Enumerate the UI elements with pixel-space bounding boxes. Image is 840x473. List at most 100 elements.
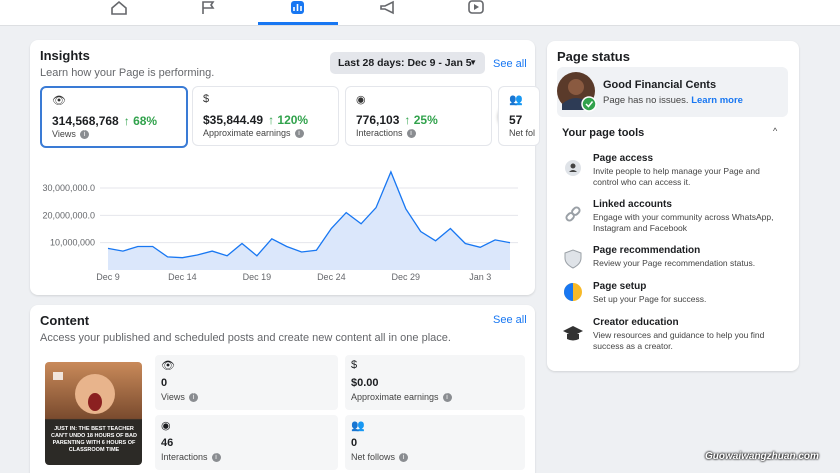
info-icon: i [294,129,304,139]
metric-change: ↑ 120% [268,113,309,127]
stat-icon: $ [351,359,358,371]
metric-icon: 👥 [509,94,523,106]
metric-label-row: Interactions i [356,128,416,139]
stat-value: 46 [161,437,174,449]
date-range-dropdown[interactable]: Last 28 days: Dec 9 - Jan 5 ▼ [330,52,485,74]
metric-label-row: Views i [52,129,89,140]
info-icon: i [211,453,221,463]
line [107,170,511,259]
metric-label: Approximate earnings [203,128,291,138]
x-tick-label: Dec 9 [96,272,120,282]
metric-card[interactable]: 👁 314,568,768 ↑ 68% Views i [40,86,188,148]
active-tab-indicator [258,22,338,25]
stat-box: ◉ 46 Interactions i [155,415,338,470]
y-tick-label: 20,000,000.0 [42,210,95,220]
metric-label: Net fol [509,128,536,138]
metric-label: Interactions [356,128,403,138]
tool-title[interactable]: Page recommendation [593,245,701,256]
top-nav [0,0,840,26]
x-tick-label: Jan 3 [469,272,491,282]
post-thumbnail[interactable]: JUST IN: THE BEST TEACHER CAN'T UNDO 18 … [45,362,142,465]
metric-icon: ◉ [356,94,366,106]
metric-label: Views [52,129,76,139]
stat-icon: 👁 [161,360,175,372]
tool-description: Set up your Page for success. [593,294,707,304]
metric-change: ↑ 25% [404,113,438,127]
y-tick-label: 30,000,000.0 [42,183,95,193]
metric-value: 776,103 [356,113,400,127]
video-tab[interactable] [468,0,484,14]
insights-subtitle: Learn how your Page is performing. [40,67,215,79]
insights-title: Insights [40,48,90,63]
content-title: Content [40,313,90,328]
info-icon: i [188,393,198,403]
video-icon [474,4,479,10]
tool-description: Engage with your community across WhatsA… [593,212,774,233]
metric-card[interactable]: $ $35,844.49 ↑ 120% Approximate earnings i [192,86,339,146]
date-range: Last 28 days: Dec 9 - Jan 5 [338,57,472,69]
metric-label-row: Approximate earnings i [203,128,304,139]
metric-card[interactable]: ◉ 776,103 ↑ 25% Interactions i [345,86,492,146]
collapse-chevron[interactable]: ^ [773,126,778,136]
tool-description: View resources and guidance to help you … [593,330,765,351]
stat-box: 👥 0 Net follows i [345,415,525,470]
megaphone-tab[interactable] [380,0,394,15]
content-subtitle: Access your published and scheduled post… [40,332,451,344]
content-see-all[interactable]: See all [493,314,527,326]
stat-label-row: Approximate earnings i [351,392,452,403]
y-tick-label: 10,000,000 [50,238,95,248]
stat-box: $ $0.00 Approximate earnings i [345,355,525,410]
stat-value: 0 [161,377,168,389]
stat-label: Views [161,392,185,402]
metric-value: $35,844.49 [203,113,264,127]
watermark: Guowaiwangzhuan.com [705,451,819,462]
dropdown-caret: ▼ [469,58,477,67]
metric-value-row: 776,103 ↑ 25% [356,113,438,127]
tool-description: Invite people to help manage your Page a… [593,166,760,187]
insights-see-all[interactable]: See all [493,58,527,70]
home-tab[interactable] [111,0,127,15]
metric-value-row: 57 [509,113,522,127]
stat-label: Approximate earnings [351,392,439,402]
info-icon: i [406,129,416,139]
status-line: Page has no issues. Learn more [603,95,743,106]
metric-icon: 👁 [52,95,66,107]
metric-value: 57 [509,113,523,127]
tool-title[interactable]: Page access [593,153,654,164]
x-tick-label: Dec 29 [392,272,421,282]
page-status-title: Page status [557,49,630,64]
info-icon: i [79,130,89,140]
thumbnail-text: JUST IN: THE BEST TEACHER CAN'T UNDO 18 … [51,426,137,453]
tool-description: Review your Page recommendation status. [593,258,756,268]
learn-more[interactable]: Learn more [691,95,743,106]
insights-chart: 10,000,000 20,000,000.0 30,000,000.0 Dec 9 D… [42,170,518,282]
tool-icons [563,160,583,341]
stat-icon: 👥 [351,420,365,432]
metric-card[interactable]: 👥 57 Net fol [498,86,540,146]
stat-label: Interactions [161,452,208,462]
x-tick-label: Dec 24 [317,272,346,282]
stat-label: Net follows [351,452,396,462]
flag-tab[interactable] [202,1,215,14]
stat-value: $0.00 [351,377,379,389]
stat-icon: ◉ [161,420,171,432]
metric-label-row: Net fol [509,128,535,138]
tools-title: Your page tools [562,127,645,139]
tool-title[interactable]: Creator education [593,317,679,328]
avatar [557,72,597,112]
tool-title[interactable]: Linked accounts [593,199,672,210]
info-icon: i [399,453,409,463]
metric-change: ↑ 68% [123,114,158,128]
x-tick-label: Dec 19 [243,272,272,282]
insights-icon [293,4,302,11]
profile-box [557,67,788,117]
info-icon: i [442,393,452,403]
metric-value-row: $35,844.49 ↑ 120% [203,113,308,127]
page-name: Good Financial Cents [603,79,717,91]
tool-title[interactable]: Page setup [593,281,647,292]
thumbnail-image [53,372,115,414]
stat-label-row: Views i [161,392,198,403]
area [108,171,510,270]
stat-label-row: Net follows i [351,452,409,463]
